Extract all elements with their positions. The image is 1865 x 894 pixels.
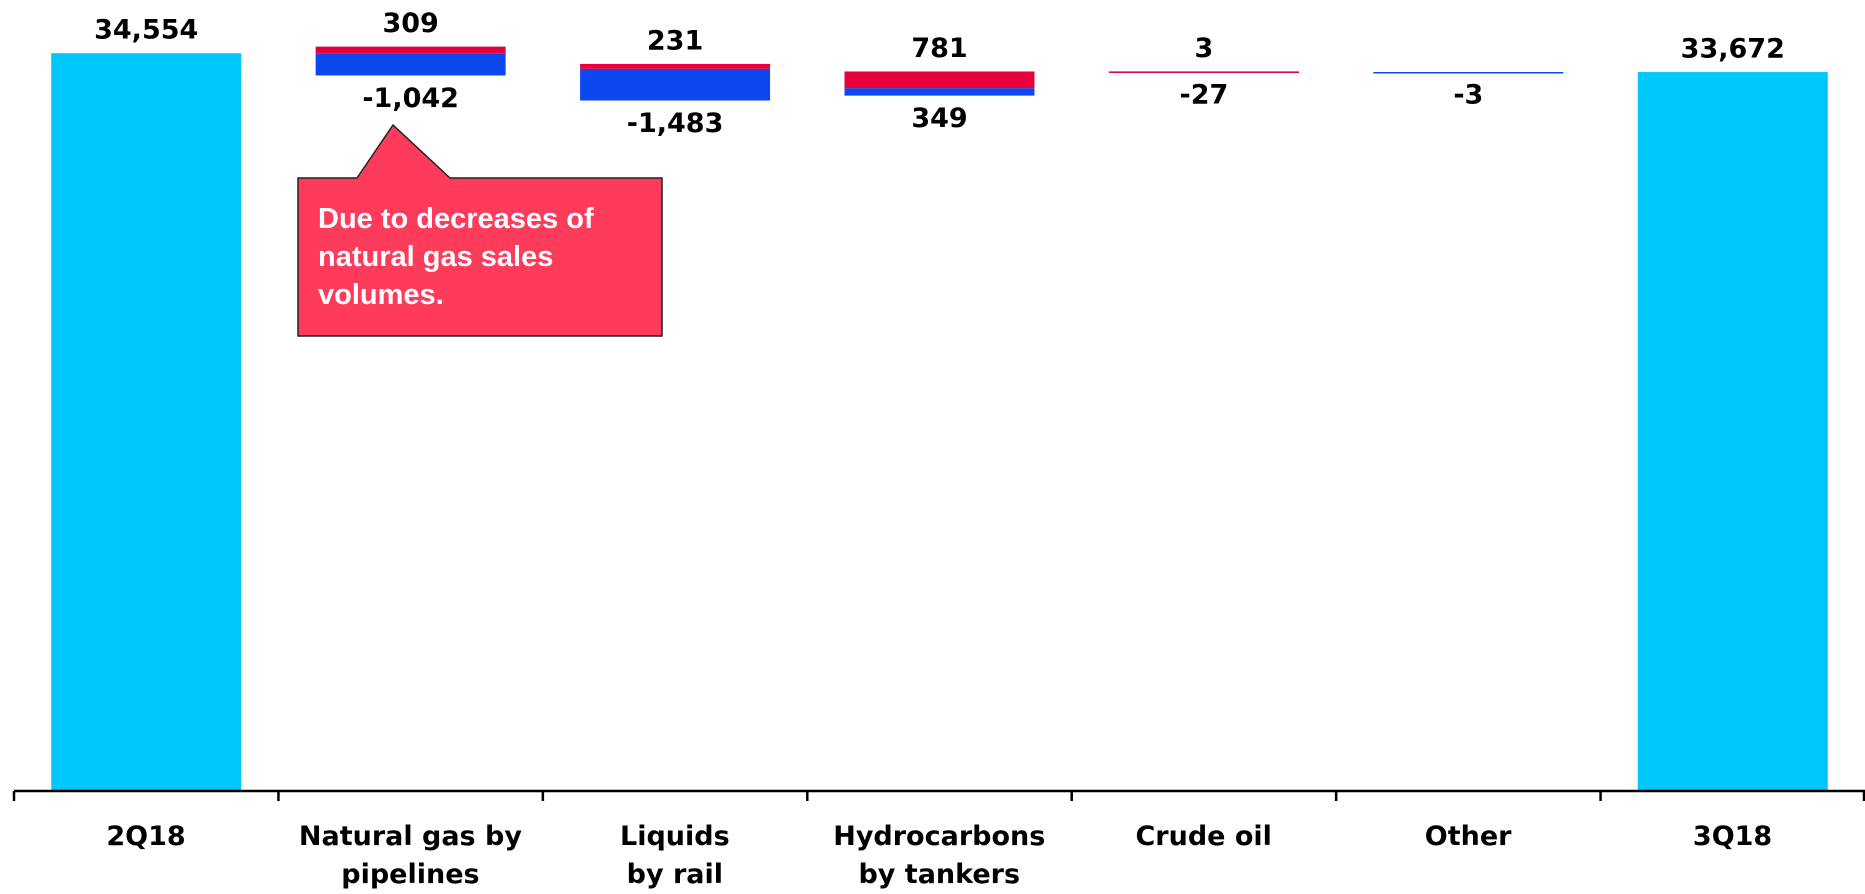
x-tick-label: Crude oil bbox=[1135, 821, 1272, 852]
bar bbox=[1637, 72, 1828, 791]
value-label: 34,554 bbox=[94, 15, 198, 46]
x-tick-label: Liquids by rail bbox=[620, 821, 730, 890]
value-label: 33,672 bbox=[1681, 34, 1785, 65]
annotation: Due to decreases of natural gas sales vo… bbox=[318, 203, 594, 311]
bar bbox=[315, 53, 506, 76]
x-tick-label: Hydrocarbons by tankers bbox=[833, 821, 1046, 890]
x-tick-label: Natural gas by pipelines bbox=[298, 821, 522, 890]
value-label: -1,483 bbox=[627, 108, 724, 139]
value-label: -3 bbox=[1453, 80, 1483, 111]
x-tick-label: 3Q18 bbox=[1692, 821, 1773, 852]
bar bbox=[844, 71, 1035, 89]
x-tick-label: 2Q18 bbox=[106, 821, 186, 852]
x-tick-label: Other bbox=[1424, 821, 1512, 852]
bar bbox=[580, 68, 771, 101]
value-label: -27 bbox=[1180, 80, 1229, 111]
value-label: 309 bbox=[382, 8, 438, 39]
value-label: 231 bbox=[647, 25, 703, 56]
bar bbox=[844, 88, 1035, 96]
bar bbox=[1373, 71, 1564, 74]
value-label: 349 bbox=[911, 103, 967, 134]
value-label: 3 bbox=[1195, 33, 1214, 64]
bar bbox=[51, 53, 242, 792]
bar bbox=[580, 63, 771, 69]
bar bbox=[315, 46, 506, 54]
value-label: 781 bbox=[911, 33, 967, 64]
annotation-box bbox=[297, 123, 663, 337]
value-label: -1,042 bbox=[362, 83, 459, 114]
bar bbox=[1108, 71, 1299, 73]
